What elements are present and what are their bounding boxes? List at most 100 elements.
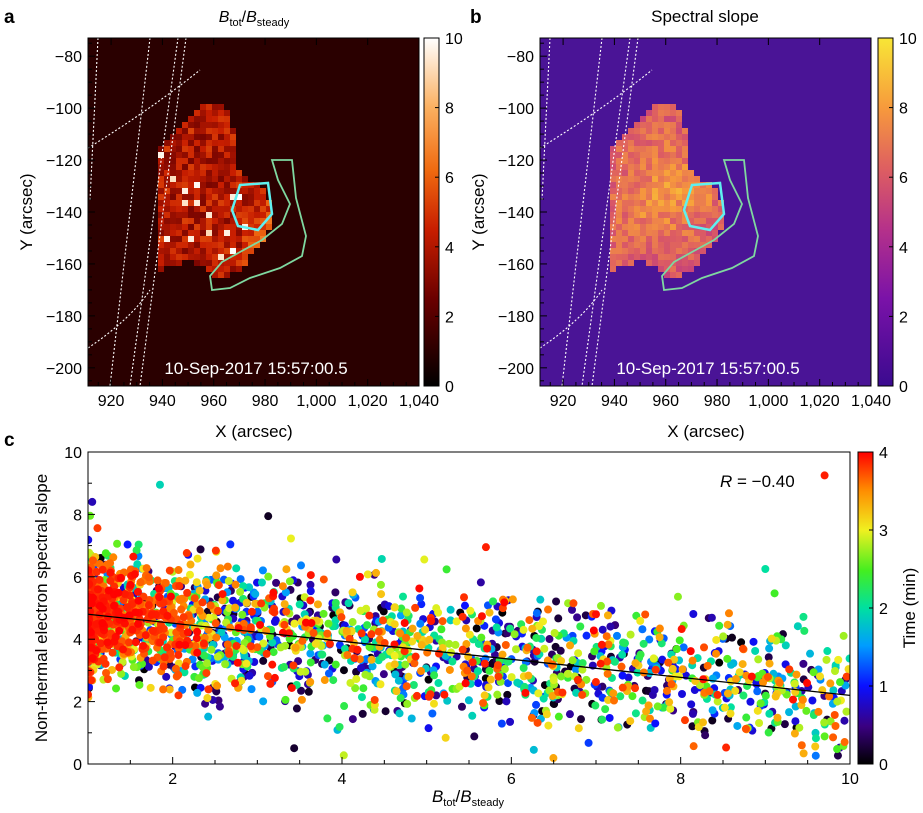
scatter-point (130, 570, 139, 579)
scatter-point (503, 679, 512, 688)
scatter-point (649, 654, 658, 663)
scatter-point (451, 640, 460, 649)
xlabel-c-sub1: tot (443, 797, 455, 809)
heatmap-cell (682, 218, 688, 224)
heatmap-cell (616, 242, 622, 248)
scatter-point (263, 672, 272, 681)
scatter-point (304, 687, 313, 696)
scatter-point (628, 692, 637, 701)
scatter-point (829, 733, 838, 742)
heatmap-cell (248, 206, 254, 212)
scatter-point (306, 571, 315, 580)
title-a-slash: / (242, 9, 247, 26)
scatter-point (631, 709, 640, 718)
heatmap-cell (652, 104, 658, 110)
heatmap-cell (634, 122, 640, 128)
heatmap-cell (212, 176, 218, 182)
heatmap-cell (664, 248, 670, 254)
heatmap-cell (164, 254, 170, 260)
heatmap-cell (616, 212, 622, 218)
heatmap-cell (628, 194, 634, 200)
y-tick-label: −100 (46, 101, 82, 118)
heatmap-cell (646, 254, 652, 260)
scatter-point (111, 633, 120, 642)
heatmap-cell (658, 104, 664, 110)
heatmap-cell (658, 164, 664, 170)
scatter-point (398, 592, 407, 601)
heatmap-cell (218, 236, 224, 242)
heatmap-cell (206, 122, 212, 128)
heatmap-cell (236, 242, 242, 248)
heatmap-cell (230, 152, 236, 158)
heatmap-cell (236, 230, 242, 236)
heatmap-cell (718, 218, 724, 224)
heatmap-cell (218, 194, 224, 200)
heatmap-cell (628, 236, 634, 242)
scatter-point (183, 628, 192, 637)
heatmap-cell (170, 224, 176, 230)
scatter-point (224, 577, 233, 586)
scatter-point (742, 713, 751, 722)
heatmap-cell (652, 122, 658, 128)
heatmap-cell (640, 206, 646, 212)
scatter-point (365, 611, 374, 620)
scatter-point (424, 724, 433, 733)
scatter-point (225, 649, 234, 658)
heatmap-cell (628, 158, 634, 164)
heatmap-cell (224, 230, 230, 236)
heatmap-cell (628, 254, 634, 260)
scatter-point (215, 702, 224, 711)
scatter-point (604, 695, 613, 704)
scatter-point (536, 595, 545, 604)
heatmap-cell (236, 194, 242, 200)
heatmap-cell (646, 128, 652, 134)
heatmap-cell (242, 218, 248, 224)
heatmap-cell (158, 146, 164, 152)
scatter-point (567, 605, 576, 614)
heatmap-cell (158, 206, 164, 212)
scatter-point (88, 511, 95, 520)
heatmap-cell (688, 176, 694, 182)
scatter-point (556, 646, 565, 655)
scatter-point (738, 660, 747, 669)
scatter-point (839, 631, 848, 640)
heatmap-cell (218, 128, 224, 134)
heatmap-cell (176, 200, 182, 206)
scatter-point (259, 697, 268, 706)
scatter-point (114, 588, 123, 597)
scatter-point (361, 670, 370, 679)
heatmap-cell (658, 200, 664, 206)
heatmap-cell (200, 140, 206, 146)
heatmap-cell (182, 158, 188, 164)
x-tick-label: 1,000 (296, 393, 336, 410)
scatter-point (830, 710, 839, 719)
heatmap-cell (170, 152, 176, 158)
heatmap-cell (682, 164, 688, 170)
scatter-point (687, 700, 696, 709)
scatter-point (144, 662, 153, 671)
heatmap-cell (164, 206, 170, 212)
heatmap-cell (610, 212, 616, 218)
heatmap-cell (640, 230, 646, 236)
scatter-point (578, 690, 587, 699)
scatter-point (506, 624, 515, 633)
scatter-point (636, 616, 645, 625)
heatmap-cell (182, 242, 188, 248)
scatter-point (212, 571, 221, 580)
scatter-point (329, 676, 338, 685)
heatmap-cell (212, 152, 218, 158)
scatter-point (202, 669, 211, 678)
scatter-point (144, 573, 153, 582)
heatmap-cell (200, 254, 206, 260)
x-tick-label: 920 (550, 393, 577, 410)
heatmap-cell (188, 194, 194, 200)
heatmap-cell (206, 182, 212, 188)
heatmap-cell (230, 194, 236, 200)
heatmap-cell (158, 242, 164, 248)
x-tick-label: 6 (507, 771, 516, 788)
scatter-point (638, 625, 647, 634)
heatmap-cell (670, 248, 676, 254)
heatmap-cell (188, 254, 194, 260)
scatter-point (483, 644, 492, 653)
scatter-point (728, 633, 737, 642)
